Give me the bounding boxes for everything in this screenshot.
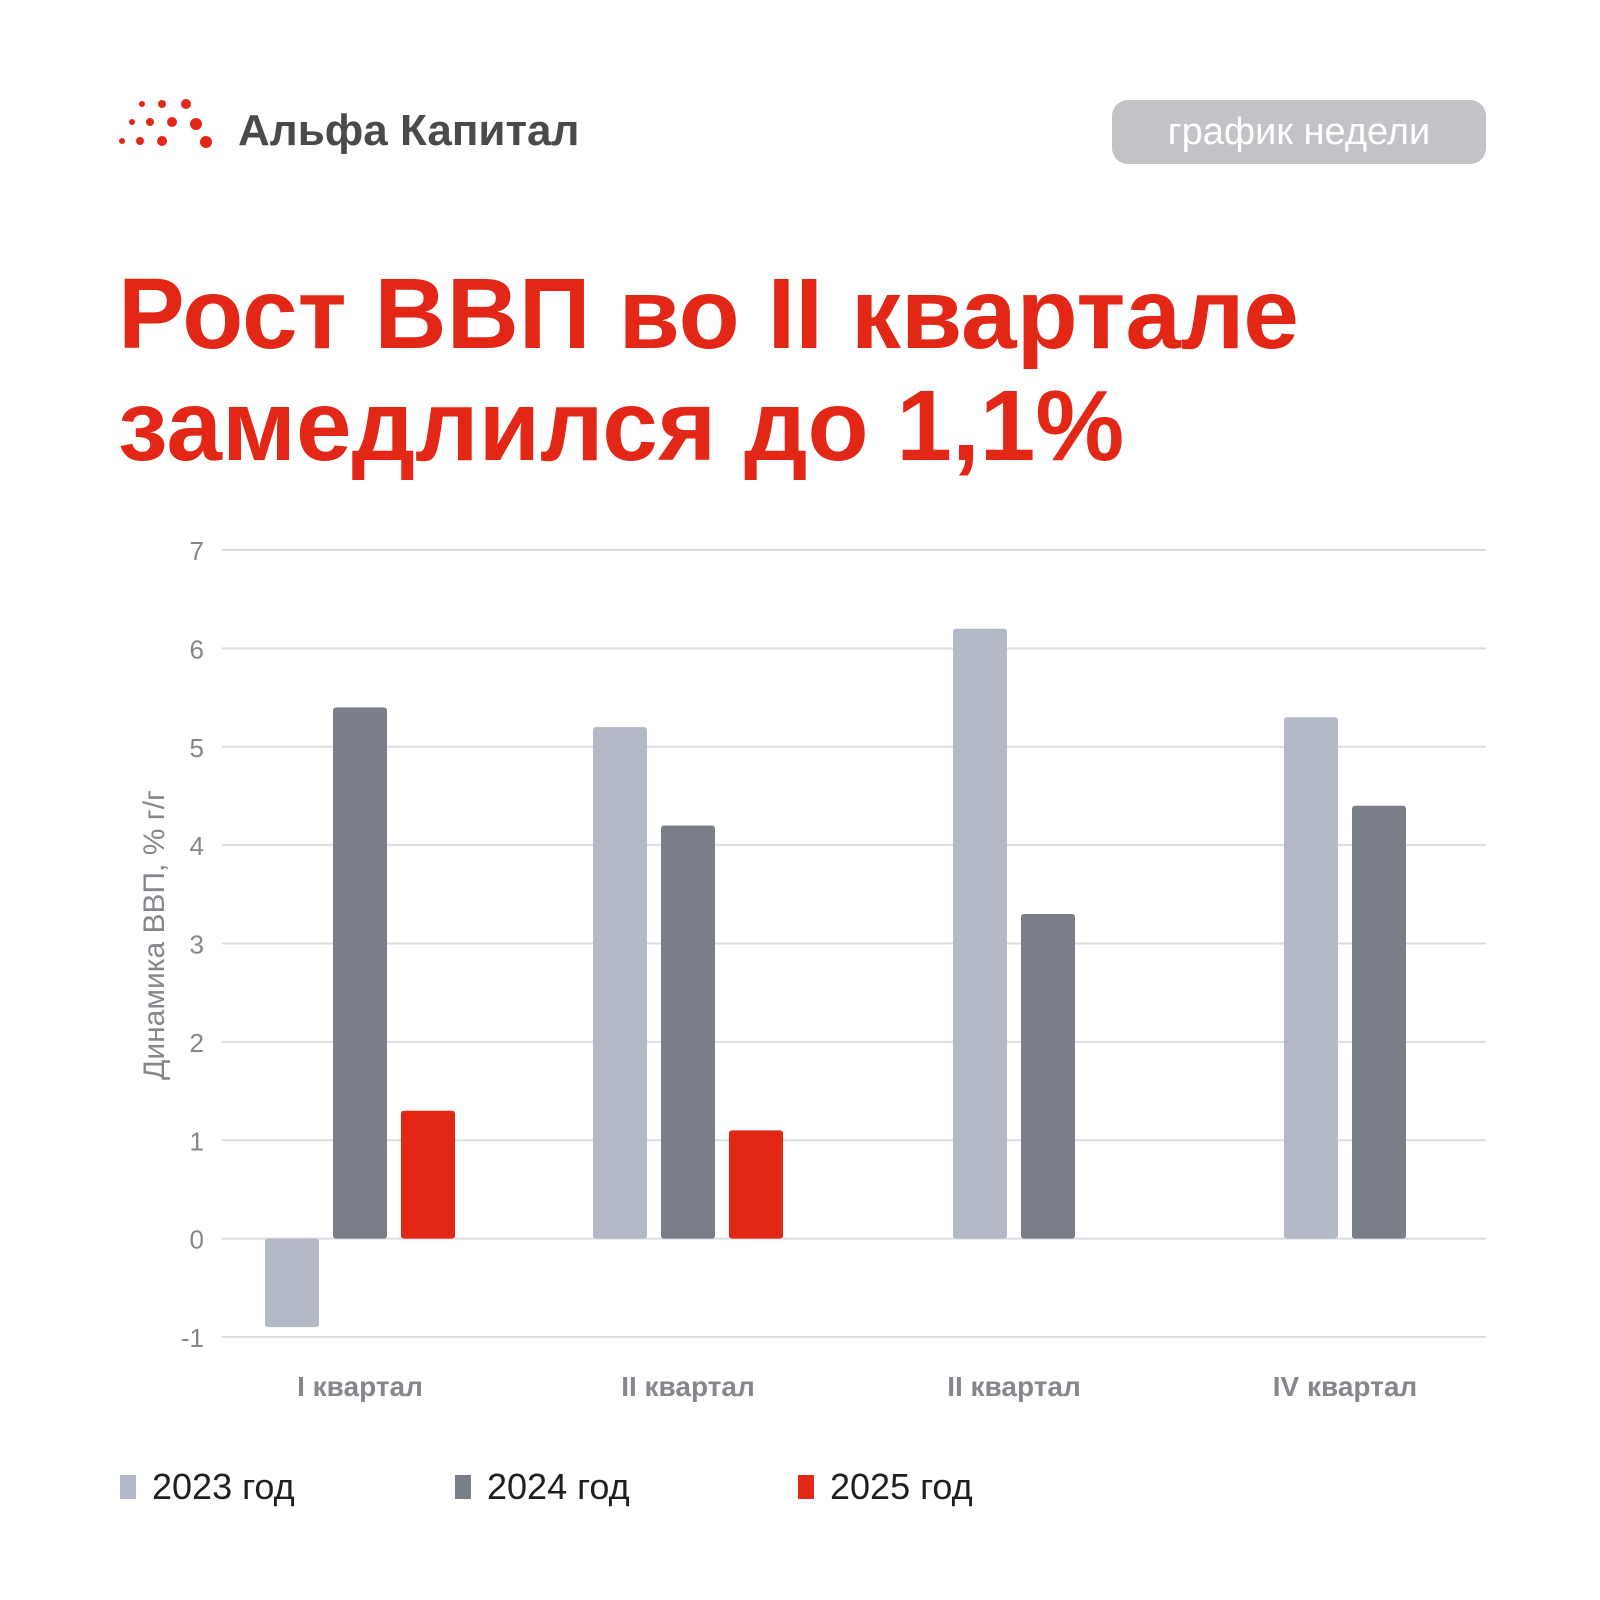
bar xyxy=(265,1238,319,1328)
y-tick-label: 4 xyxy=(190,831,204,861)
title-line-1: Рост ВВП во II квартале xyxy=(118,258,1299,370)
y-tick-label: 3 xyxy=(190,930,204,960)
y-tick-label: 7 xyxy=(190,536,204,566)
brand-name: Альфа Капитал xyxy=(238,106,580,155)
y-tick-label: 1 xyxy=(190,1126,204,1156)
y-tick-label: 2 xyxy=(190,1028,204,1058)
legend-swatch-2023 xyxy=(120,1475,136,1499)
bar xyxy=(1352,805,1406,1239)
bar xyxy=(953,628,1007,1239)
legend-swatch-2024 xyxy=(455,1475,471,1499)
bar xyxy=(333,707,387,1239)
alfa-dots-icon xyxy=(119,99,212,148)
bar xyxy=(401,1110,455,1239)
x-tick-label: II квартал xyxy=(621,1371,755,1402)
title-line-2: замедлился до 1,1% xyxy=(118,370,1125,482)
y-tick-label: 5 xyxy=(190,733,204,763)
bar xyxy=(1284,717,1338,1239)
x-tick-label: I квартал xyxy=(297,1371,423,1402)
brand-logo: Альфа Капитал xyxy=(118,98,579,158)
bar xyxy=(729,1130,783,1239)
legend-item-2025: 2025 год xyxy=(798,1462,973,1512)
y-tick-label: -1 xyxy=(181,1323,204,1353)
weekly-chart-badge: график недели xyxy=(1112,100,1486,164)
bar xyxy=(661,825,715,1239)
bar xyxy=(593,727,647,1239)
page-title: Рост ВВП во II квартале замедлился до 1,… xyxy=(118,258,1518,482)
legend-item-2024: 2024 год xyxy=(455,1462,630,1512)
x-tick-label: IV квартал xyxy=(1273,1371,1417,1402)
legend-label-2025: 2025 год xyxy=(830,1466,973,1507)
legend-label-2024: 2024 год xyxy=(487,1466,630,1507)
legend-label-2023: 2023 год xyxy=(152,1466,295,1507)
y-tick-label: 0 xyxy=(190,1225,204,1255)
legend-item-2023: 2023 год xyxy=(120,1462,295,1512)
x-tick-label: II квартал xyxy=(947,1371,1081,1402)
bar xyxy=(1021,913,1075,1239)
y-tick-label: 6 xyxy=(190,634,204,664)
legend-swatch-2025 xyxy=(798,1475,814,1499)
